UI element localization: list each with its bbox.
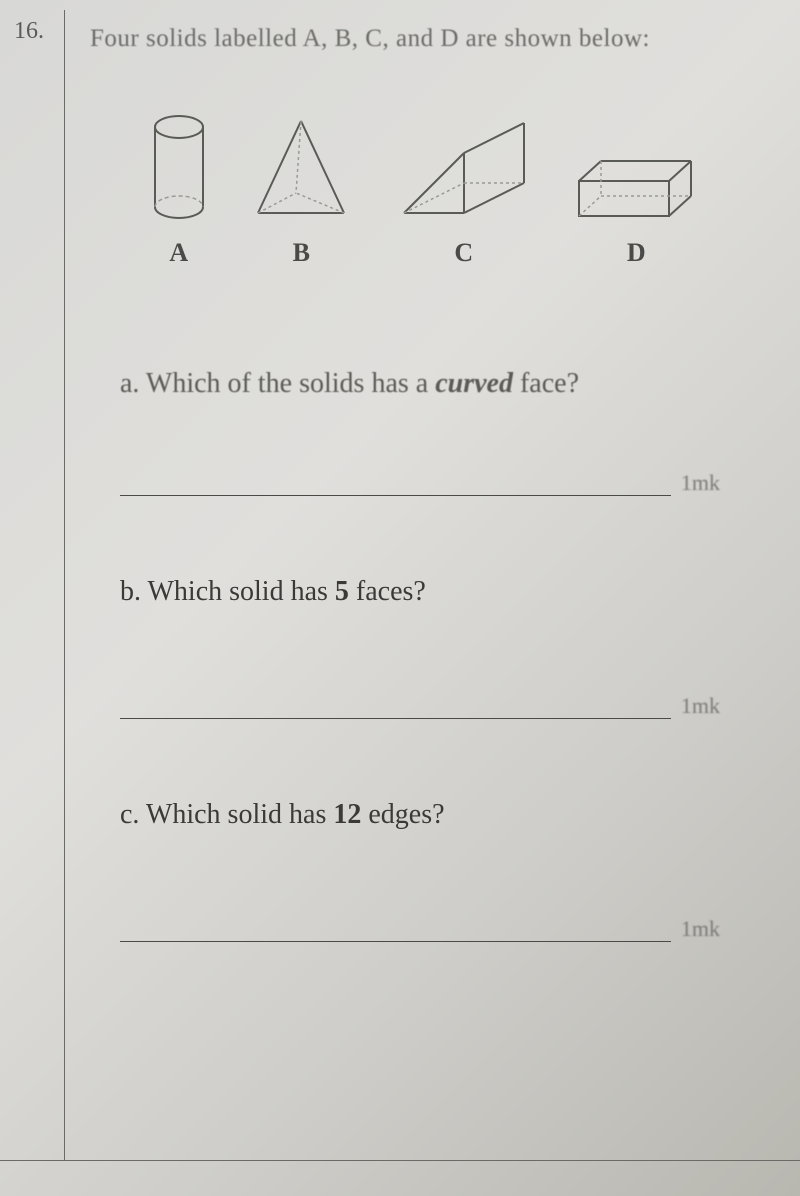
sub-a-suffix: face? [513, 368, 579, 399]
solids-diagram-row: A B [90, 113, 760, 268]
answer-line-a: 1mk [120, 470, 760, 496]
sub-a-emphasis: curved [435, 368, 513, 399]
sub-b-emphasis: 5 [335, 576, 349, 607]
sub-question-c-text: c. Which solid has 12 edges? [120, 799, 760, 831]
question-header: Four solids labelled A, B, C, and D are … [90, 25, 760, 53]
mark-label-b: 1mk [681, 693, 720, 719]
bottom-line [0, 1160, 800, 1161]
worksheet-page: 16. Four solids labelled A, B, C, and D … [0, 0, 800, 1196]
sub-a-prefix: a. Which of the solids has a [120, 368, 435, 399]
blank-line [120, 941, 671, 942]
solid-d: D [571, 153, 701, 268]
sub-c-emphasis: 12 [333, 799, 361, 830]
mark-label-c: 1mk [681, 916, 720, 942]
sub-question-a: a. Which of the solids has a curved face… [90, 368, 760, 496]
sub-question-b: b. Which solid has 5 faces? 1mk [90, 576, 760, 719]
mark-label-a: 1mk [681, 470, 720, 496]
triangular-prism-icon [394, 113, 534, 223]
margin-line [64, 10, 65, 1161]
cuboid-icon [571, 153, 701, 223]
question-content: Four solids labelled A, B, C, and D are … [90, 20, 760, 942]
answer-line-b: 1mk [120, 693, 760, 719]
sub-c-suffix: edges? [361, 799, 444, 830]
answer-line-c: 1mk [120, 916, 760, 942]
blank-line [120, 495, 671, 496]
pyramid-icon [246, 113, 356, 223]
sub-question-a-text: a. Which of the solids has a curved face… [120, 368, 760, 400]
question-number: 16. [14, 18, 44, 45]
solid-a: A [149, 113, 209, 268]
sub-b-prefix: b. Which solid has [120, 576, 335, 607]
solid-label-a: A [169, 238, 188, 268]
solid-b: B [246, 113, 356, 268]
sub-question-c: c. Which solid has 12 edges? 1mk [90, 799, 760, 942]
solid-label-b: B [293, 238, 310, 268]
solid-label-c: C [454, 238, 473, 268]
cylinder-icon [149, 113, 209, 223]
solid-label-d: D [627, 238, 646, 268]
sub-question-b-text: b. Which solid has 5 faces? [120, 576, 760, 608]
solid-c: C [394, 113, 534, 268]
blank-line [120, 718, 671, 719]
sub-b-suffix: faces? [349, 576, 426, 607]
sub-c-prefix: c. Which solid has [120, 799, 333, 830]
